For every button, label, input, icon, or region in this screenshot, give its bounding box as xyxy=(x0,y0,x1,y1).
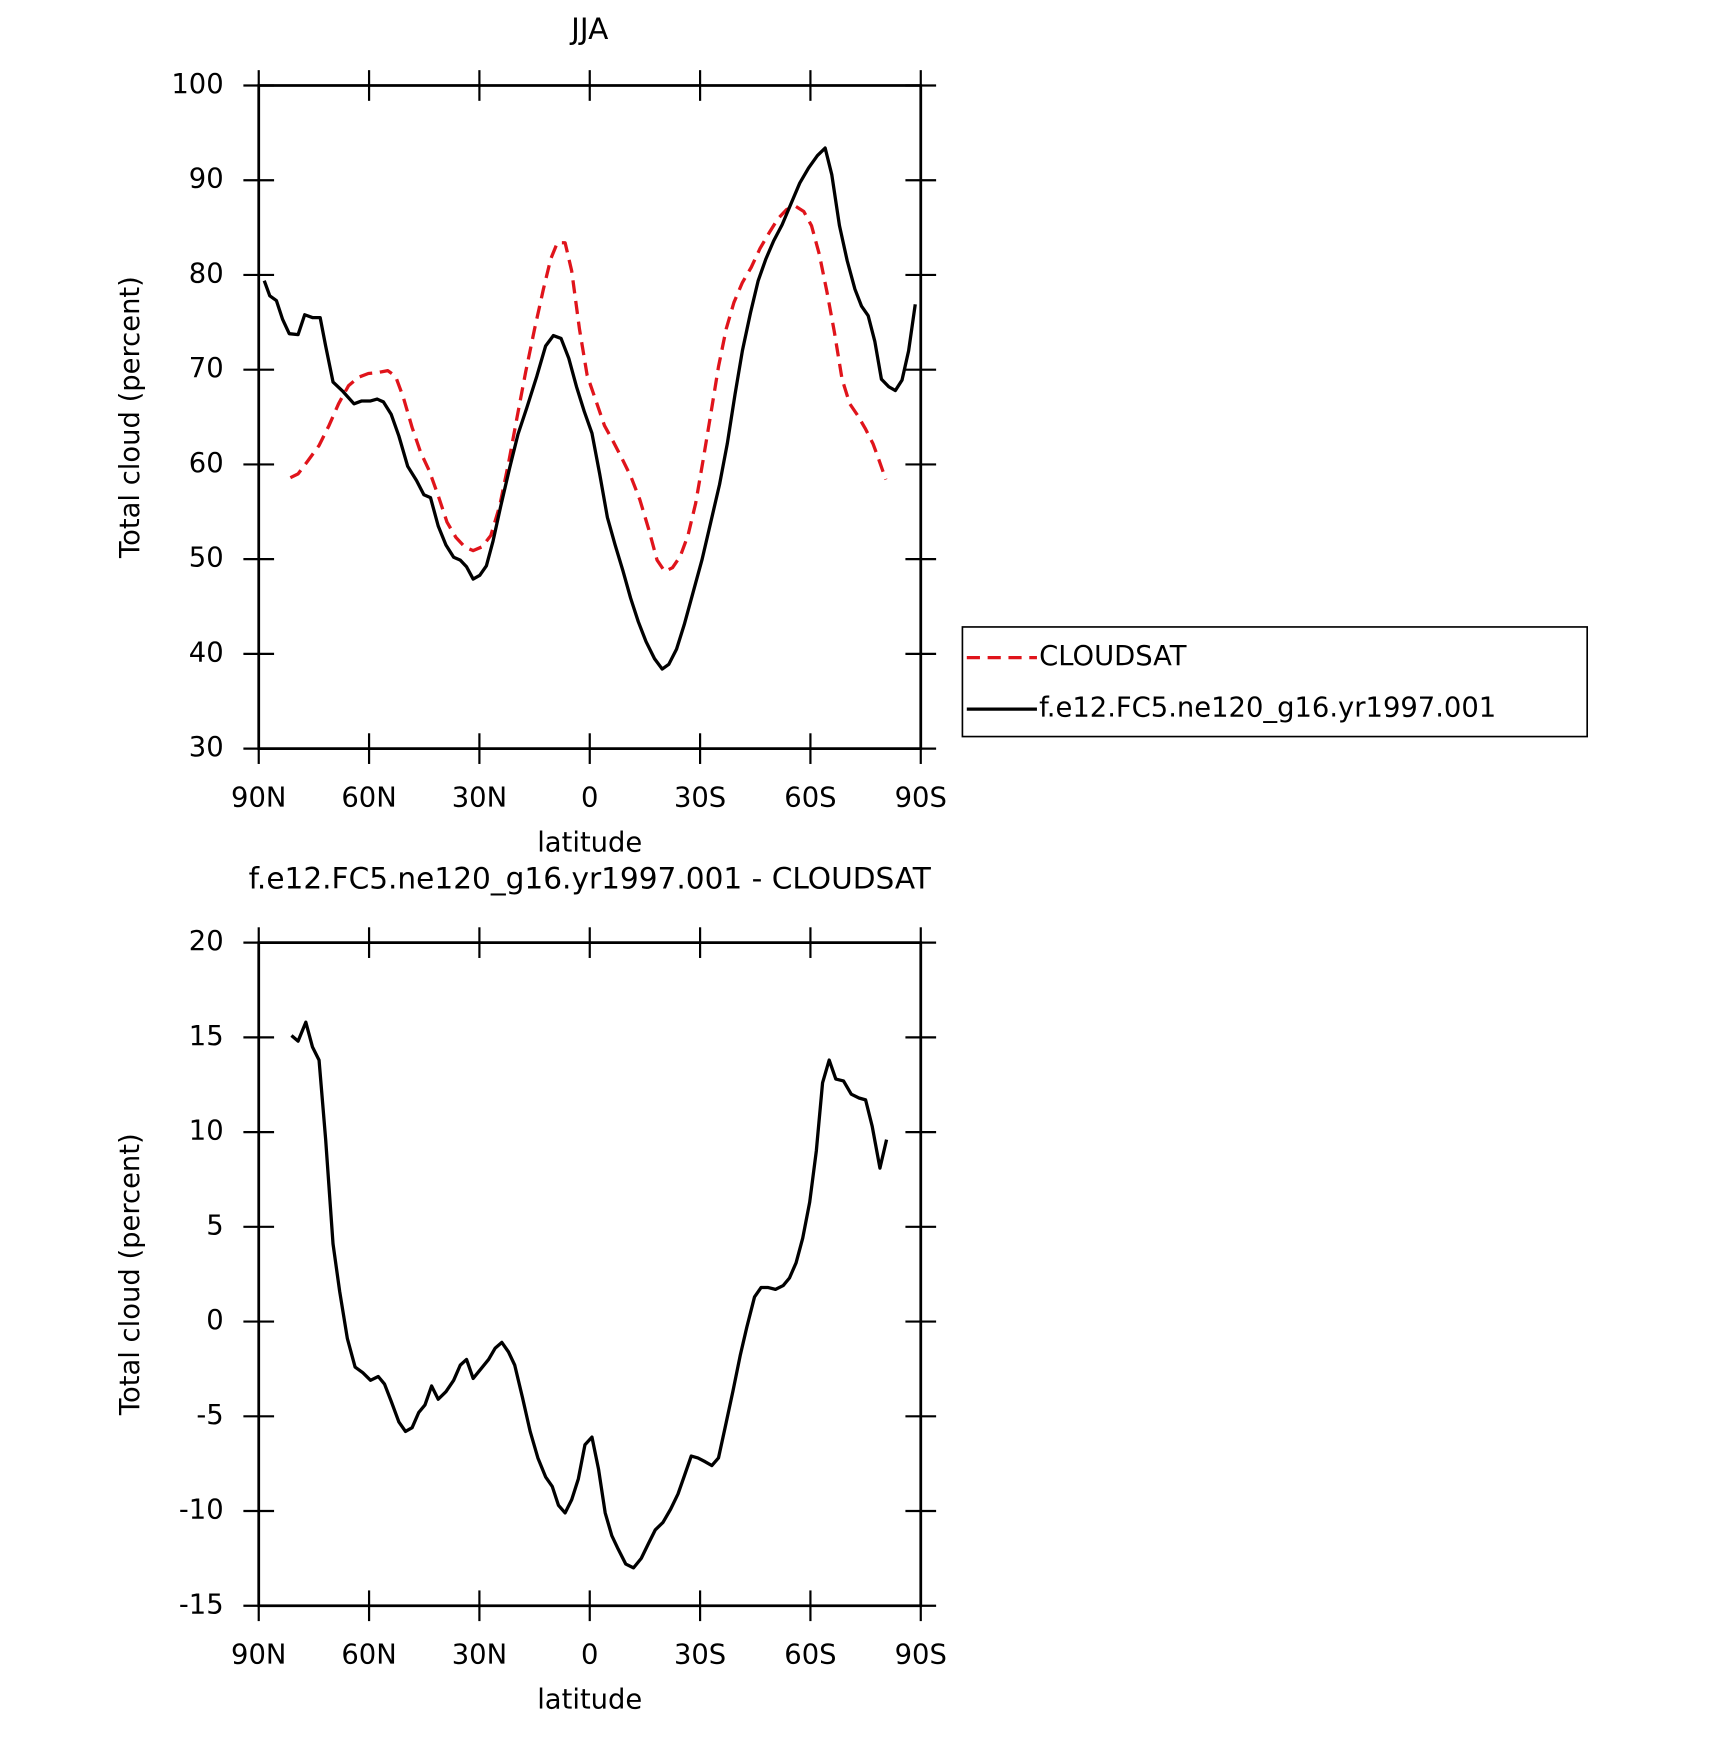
x-tick-label: 60S xyxy=(784,1640,836,1671)
legend-label: CLOUDSAT xyxy=(1039,641,1187,672)
y-tick-label: 30 xyxy=(189,732,224,763)
x-axis-label: latitude xyxy=(537,827,642,858)
y-tick-label: 60 xyxy=(189,448,224,479)
x-tick-label: 30N xyxy=(452,783,507,814)
x-tick-label: 60N xyxy=(341,783,396,814)
legend-label: f.e12.FC5.ne120_g16.yr1997.001 xyxy=(1039,693,1496,724)
y-tick-label: -5 xyxy=(196,1400,223,1431)
chart-title: f.e12.FC5.ne120_g16.yr1997.001 - CLOUDSA… xyxy=(249,862,932,896)
y-tick-label: 100 xyxy=(171,69,223,100)
data-line xyxy=(262,146,917,671)
y-tick-label: 40 xyxy=(189,637,224,668)
y-tick-label: 20 xyxy=(189,926,224,957)
x-tick-label: 30S xyxy=(674,783,726,814)
y-tick-label: 10 xyxy=(189,1116,224,1147)
y-tick-label: 70 xyxy=(189,353,224,384)
plot-frame xyxy=(257,941,923,1608)
x-tick-label: 30S xyxy=(674,1640,726,1671)
data-line xyxy=(290,1020,889,1570)
y-tick-label: 80 xyxy=(189,258,224,289)
x-tick-label: 0 xyxy=(581,1640,598,1671)
y-tick-label: 15 xyxy=(189,1021,224,1052)
x-tick-label: 90N xyxy=(231,783,286,814)
plot-frame xyxy=(257,84,923,750)
x-tick-label: 60N xyxy=(341,1640,396,1671)
y-tick-label: 0 xyxy=(206,1305,223,1336)
y-tick-label: 90 xyxy=(189,164,224,195)
y-tick-label: 5 xyxy=(206,1210,223,1241)
x-tick-label: 90S xyxy=(895,783,947,814)
y-tick-label: 50 xyxy=(189,543,224,574)
y-tick-label: -15 xyxy=(179,1589,224,1620)
x-tick-label: 30N xyxy=(452,1640,507,1671)
x-tick-label: 90S xyxy=(895,1640,947,1671)
y-axis-label: Total cloud (percent) xyxy=(115,276,146,559)
y-tick-label: -10 xyxy=(179,1495,224,1526)
x-tick-label: 90N xyxy=(231,1640,286,1671)
legend-box xyxy=(961,626,1589,738)
chart-title: JJA xyxy=(569,12,608,46)
y-axis-label: Total cloud (percent) xyxy=(115,1133,146,1416)
data-line xyxy=(289,204,888,574)
x-tick-label: 60S xyxy=(784,783,836,814)
x-tick-label: 0 xyxy=(581,783,598,814)
x-axis-label: latitude xyxy=(537,1685,642,1716)
